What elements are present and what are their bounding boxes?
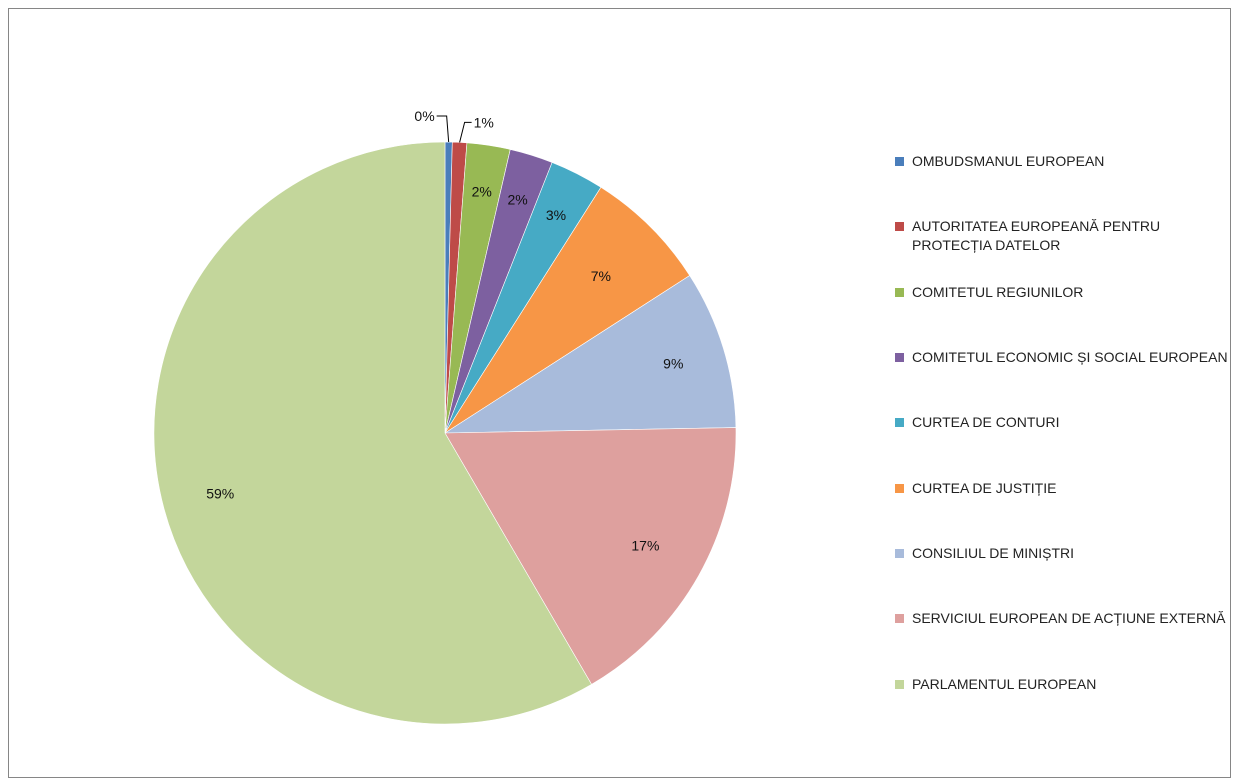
legend-label-external-action: SERVICIUL EUROPEAN DE ACȚIUNE EXTERNĂ (912, 610, 1226, 626)
data-label-council: 9% (663, 356, 683, 372)
legend-label-ombudsman: OMBUDSMANUL EUROPEAN (912, 153, 1105, 169)
legend-label-data-protection: AUTORITATEA EUROPEANĂ PENTRU PROTECȚIA D… (912, 218, 1161, 253)
legend: OMBUDSMANUL EUROPEAN AUTORITATEA EUROPEA… (895, 0, 1235, 782)
data-label-court-auditors: 3% (546, 207, 566, 223)
legend-label-regions: COMITETUL REGIUNILOR (912, 284, 1084, 300)
legend-label-parliament: PARLAMENTUL EUROPEAN (912, 676, 1097, 692)
legend-swatch-parliament (895, 680, 904, 689)
legend-label-court-auditors: CURTEA DE CONTURI (912, 414, 1060, 430)
legend-item-council: CONSILIUL DE MINIȘTRI (895, 544, 1235, 563)
legend-swatch-council (895, 549, 904, 558)
legend-swatch-economic-social (895, 353, 904, 362)
legend-item-court-justice: CURTEA DE JUSTIȚIE (895, 479, 1235, 498)
legend-label-court-justice: CURTEA DE JUSTIȚIE (912, 480, 1057, 496)
pie-slice-external-action (444, 427, 737, 685)
data-label-court-justice: 7% (591, 268, 611, 284)
legend-label-council: CONSILIUL DE MINIȘTRI (912, 545, 1075, 561)
legend-item-data-protection: AUTORITATEA EUROPEANĂ PENTRU PROTECȚIA D… (895, 217, 1235, 255)
legend-item-regions: COMITETUL REGIUNILOR (895, 283, 1235, 302)
pie-slice-parliament (153, 141, 592, 725)
data-label-ombudsman: 0% (414, 108, 434, 124)
legend-item-economic-social: COMITETUL ECONOMIC ȘI SOCIAL EUROPEAN (895, 348, 1235, 367)
legend-item-parliament: PARLAMENTUL EUROPEAN (895, 675, 1235, 694)
pie-slice-court-justice (444, 186, 691, 434)
legend-label-economic-social: COMITETUL ECONOMIC ȘI SOCIAL EUROPEAN (912, 349, 1228, 365)
leader-line-ombudsman (436, 115, 450, 143)
legend-item-ombudsman: OMBUDSMANUL EUROPEAN (895, 152, 1235, 171)
legend-swatch-court-justice (895, 484, 904, 493)
data-label-regions: 2% (472, 183, 492, 199)
legend-swatch-data-protection (895, 222, 904, 231)
leader-line-data-protection (459, 121, 472, 143)
legend-swatch-ombudsman (895, 157, 904, 166)
legend-swatch-court-auditors (895, 418, 904, 427)
legend-item-court-auditors: CURTEA DE CONTURI (895, 413, 1235, 432)
legend-swatch-external-action (895, 614, 904, 623)
data-label-economic-social: 2% (507, 192, 527, 208)
legend-swatch-regions (895, 288, 904, 297)
data-label-parliament: 59% (206, 486, 234, 502)
pie-slice-council (443, 275, 737, 434)
data-label-data-protection: 1% (474, 114, 494, 130)
legend-item-external-action: SERVICIUL EUROPEAN DE ACȚIUNE EXTERNĂ (895, 609, 1235, 628)
data-label-external-action: 17% (631, 538, 659, 554)
